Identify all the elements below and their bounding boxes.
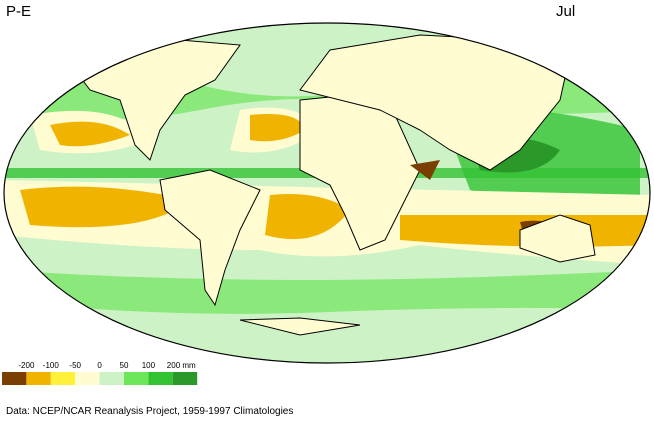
legend-swatch	[75, 372, 100, 385]
globe-outline	[3, 22, 651, 364]
legend: -200 -100 -50 0 50 100 200 mm	[2, 361, 198, 385]
legend-label: -50	[69, 361, 81, 370]
month-label: Jul	[556, 3, 575, 20]
legend-swatch	[148, 372, 173, 385]
legend-label: 0	[97, 361, 102, 370]
legend-label: 50	[120, 361, 129, 370]
legend-label: 200 mm	[167, 361, 196, 370]
data-source: Data: NCEP/NCAR Reanalysis Project, 1959…	[6, 406, 293, 417]
map-title: P-E	[6, 3, 31, 20]
legend-swatch	[26, 372, 51, 385]
legend-swatch	[172, 372, 198, 385]
legend-swatch	[50, 372, 76, 385]
continent-outlines	[74, 34, 596, 336]
legend-label: -200	[18, 361, 35, 370]
legend-swatch	[124, 372, 149, 385]
legend-swatch	[99, 372, 124, 385]
map-field	[4, 23, 650, 363]
legend-label: 100	[142, 361, 156, 370]
legend-label: -100	[43, 361, 60, 370]
legend-swatch	[2, 372, 27, 385]
